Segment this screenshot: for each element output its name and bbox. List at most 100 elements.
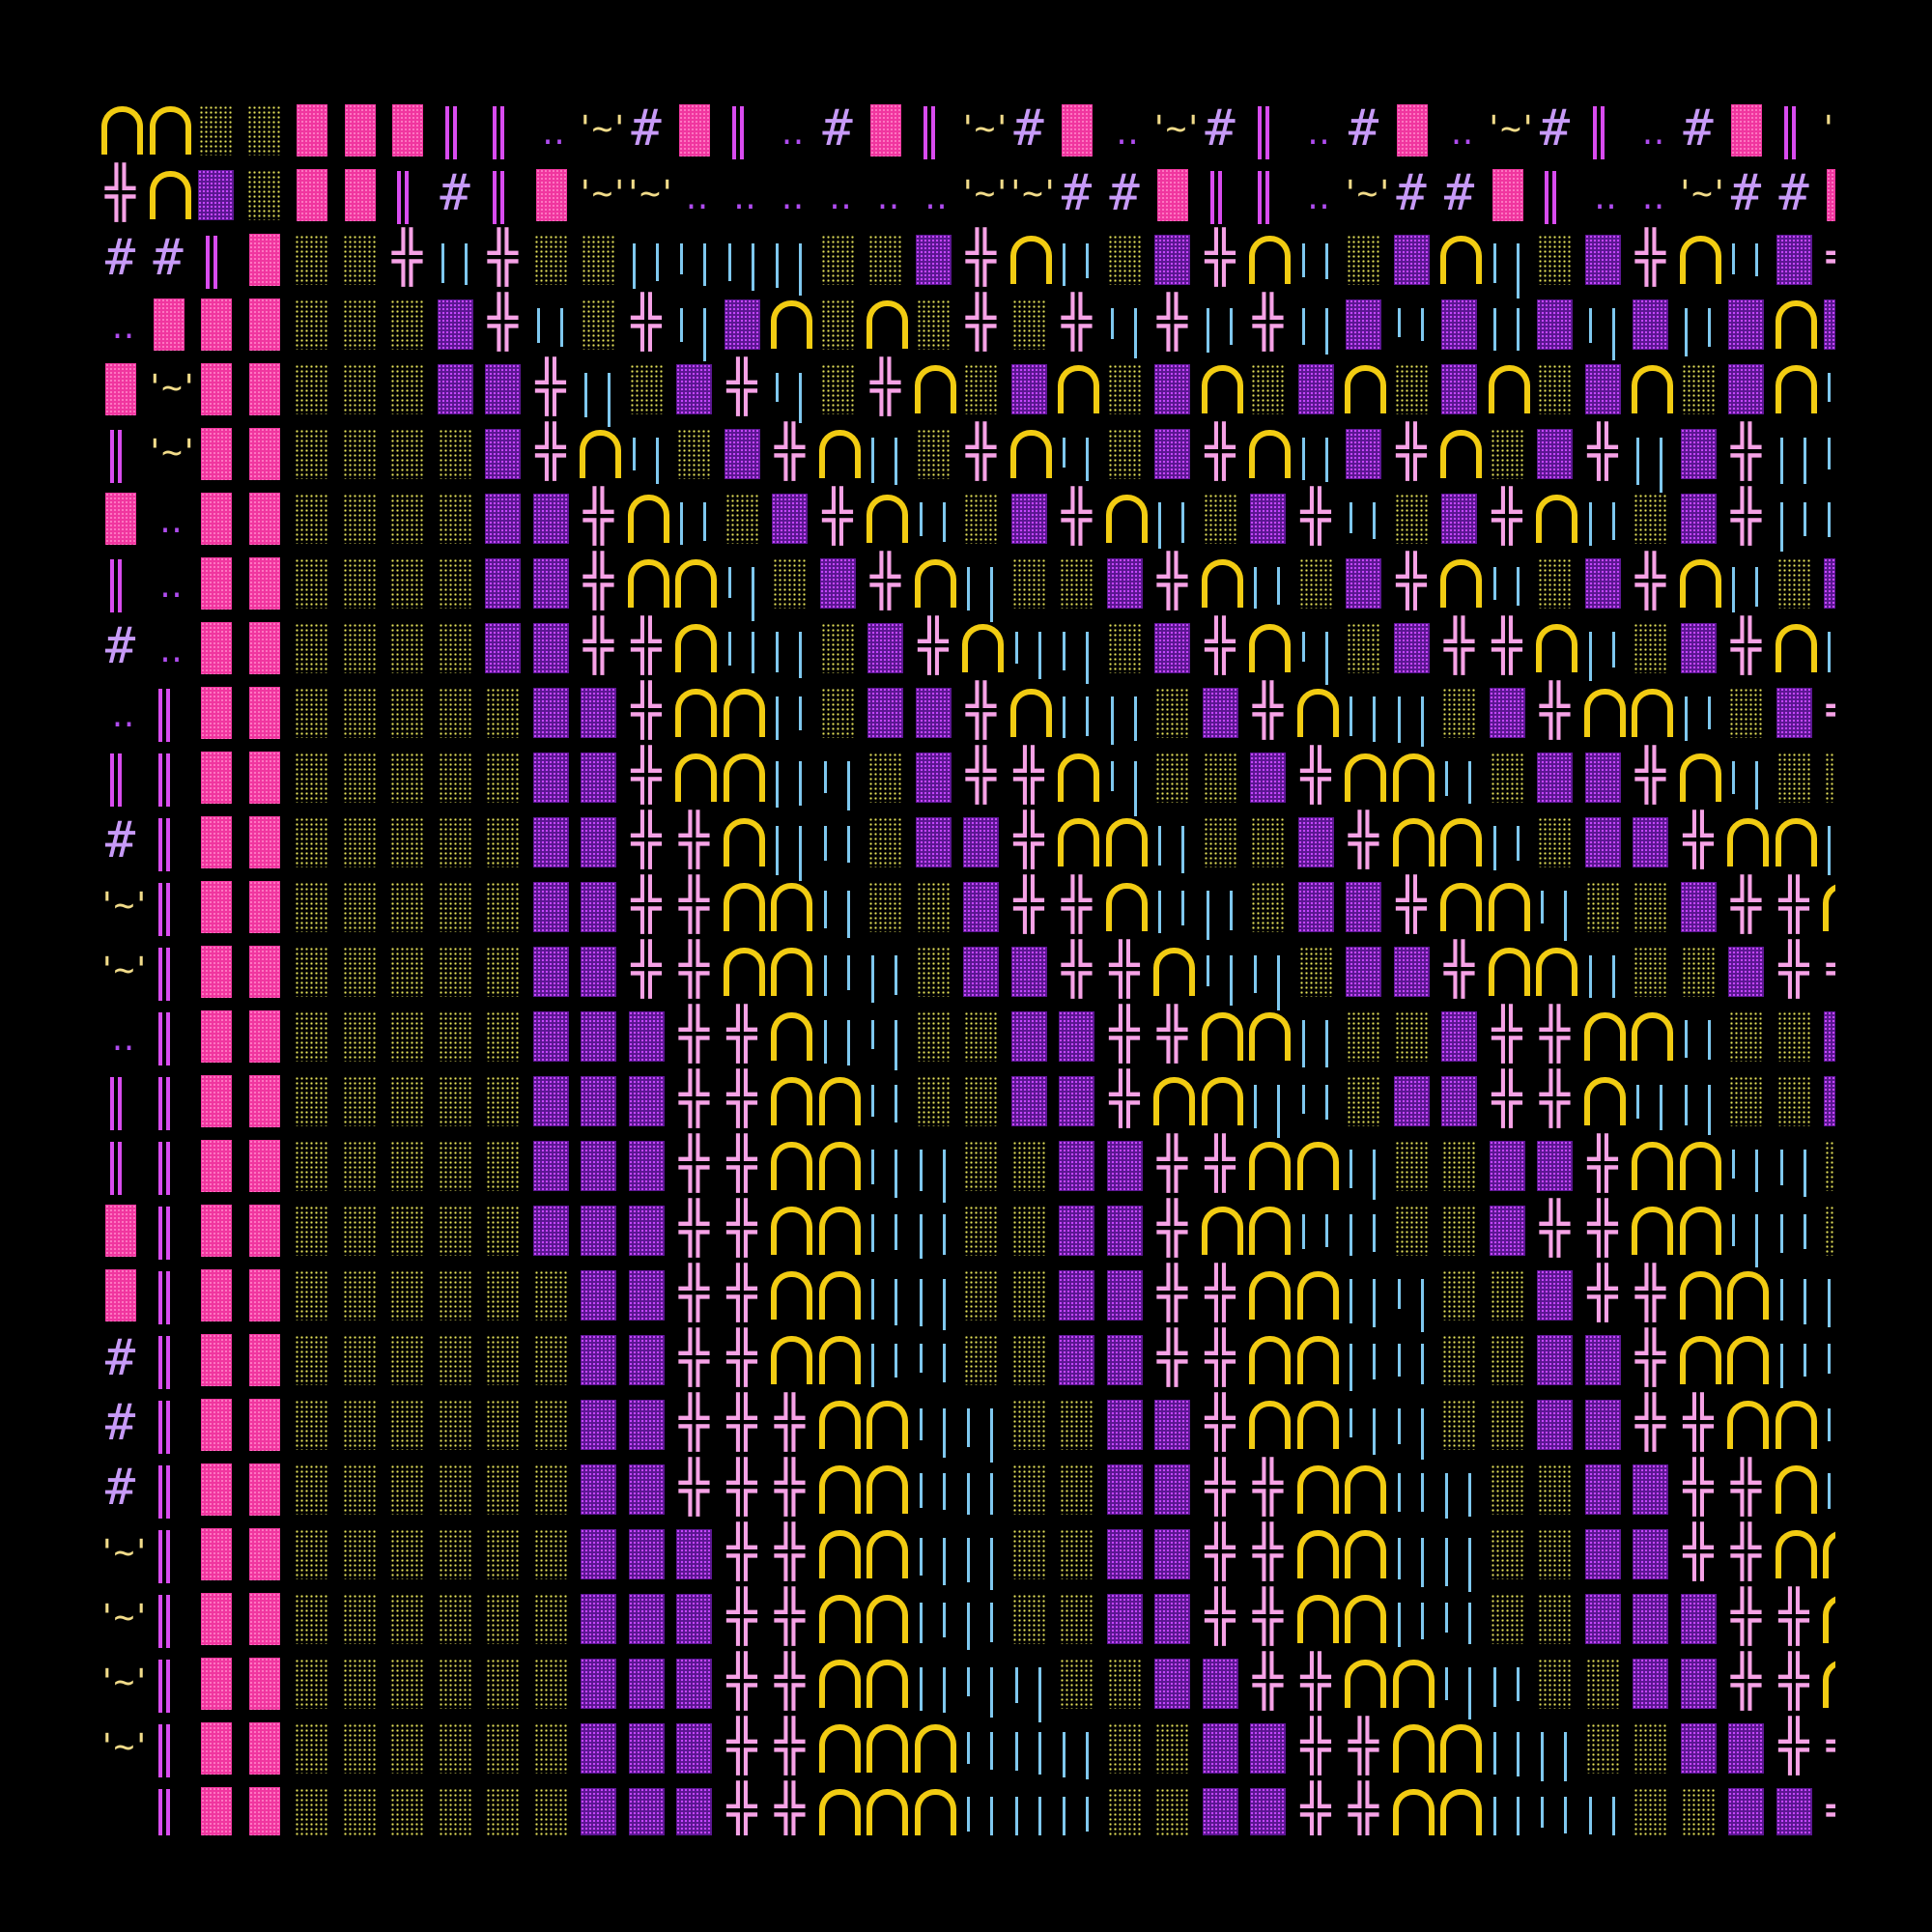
block-yellow-dots-icon xyxy=(623,355,670,420)
arch-icon xyxy=(575,420,622,485)
block-purple-icon xyxy=(1675,420,1722,485)
arch-icon xyxy=(1771,809,1818,873)
block-pink-icon xyxy=(241,1520,288,1585)
block-yellow-dots-icon xyxy=(1579,1715,1627,1779)
double-bar-icon xyxy=(1244,161,1292,226)
block-pink-icon xyxy=(241,550,288,614)
arch-icon xyxy=(1771,355,1818,420)
hash-glyph: # xyxy=(1109,164,1140,222)
block-purple-icon xyxy=(527,1132,575,1197)
block-purple-icon xyxy=(1531,1132,1578,1197)
arch-icon xyxy=(719,873,766,938)
block-yellow-dots-icon xyxy=(384,1262,431,1326)
block-purple-icon xyxy=(623,1262,670,1326)
double-cross-icon: ╬ xyxy=(1818,226,1835,291)
light-bar-icon xyxy=(910,1391,957,1458)
double-cross-icon: ╬ xyxy=(1348,811,1379,869)
arch-icon xyxy=(1579,1003,1627,1067)
double-bar-icon xyxy=(145,938,192,1003)
arch-icon xyxy=(1340,1456,1387,1520)
light-bar-icon xyxy=(1722,1197,1770,1267)
block-yellow-dots-icon xyxy=(384,1520,431,1585)
double-cross-icon: ╬ xyxy=(1252,1459,1284,1517)
double-cross-icon: ╬ xyxy=(1778,941,1809,999)
block-yellow-dots-icon xyxy=(1531,226,1578,291)
block-yellow-dots-icon xyxy=(1006,1262,1053,1326)
block-purple-icon xyxy=(1579,226,1627,291)
block-purple-icon xyxy=(527,873,575,938)
double-bar-icon xyxy=(1771,97,1818,161)
block-pink-icon xyxy=(192,1585,240,1650)
double-cross-icon: ╬ xyxy=(726,1329,757,1387)
block-purple-icon xyxy=(1149,226,1196,291)
double-cross-icon: ╬ xyxy=(774,1394,806,1452)
block-purple-icon xyxy=(527,614,575,679)
block-yellow-dots-icon xyxy=(1435,1391,1483,1456)
light-bar-icon xyxy=(1053,679,1100,744)
block-yellow-dots-icon xyxy=(384,1326,431,1391)
block-yellow-dots-icon xyxy=(1006,1326,1053,1391)
block-yellow-dots-icon xyxy=(288,291,335,355)
block-pink-icon xyxy=(241,1779,288,1835)
double-cross-icon: ╬ xyxy=(1156,553,1188,611)
double-cross-icon: ╬ xyxy=(1061,876,1093,934)
block-yellow-dots-icon xyxy=(910,873,957,938)
block-purple-icon xyxy=(957,809,1005,873)
arch-icon xyxy=(862,1456,909,1520)
double-cross-icon: ╬ xyxy=(1587,423,1618,481)
block-purple-icon xyxy=(1484,1197,1531,1262)
block-yellow-dots-icon xyxy=(1197,485,1244,550)
arch-icon xyxy=(1531,614,1578,679)
double-dot-glyph: .. xyxy=(778,183,807,216)
light-bar-icon xyxy=(1340,485,1387,550)
block-purple-icon xyxy=(766,485,813,550)
light-bar-icon xyxy=(432,226,479,291)
arch-icon xyxy=(1579,679,1627,744)
double-bar-icon xyxy=(479,97,526,161)
arch-icon xyxy=(1771,291,1818,355)
block-pink-icon xyxy=(192,1262,240,1326)
double-dot-glyph: .. xyxy=(108,312,137,346)
block-yellow-dots-icon xyxy=(1435,1197,1483,1262)
block-yellow-dots-icon xyxy=(479,1585,526,1650)
block-pink-icon xyxy=(241,938,288,1003)
double-bar-icon xyxy=(192,226,240,291)
block-yellow-dots-icon xyxy=(814,679,862,744)
double-cross-icon: ╬ xyxy=(678,1200,710,1258)
block-yellow-dots-icon xyxy=(384,1456,431,1520)
double-dot-glyph: .. xyxy=(108,1024,137,1058)
arch-icon xyxy=(862,1715,909,1779)
arch-icon xyxy=(1244,614,1292,679)
block-purple-icon xyxy=(1197,1779,1244,1835)
double-dot-glyph: .. xyxy=(825,183,855,216)
arch-icon xyxy=(1244,226,1292,291)
light-bar-icon xyxy=(1293,291,1340,355)
block-purple-icon xyxy=(623,1520,670,1585)
light-bar-icon xyxy=(910,1132,957,1203)
block-yellow-dots-icon xyxy=(288,1132,335,1197)
light-bar-icon xyxy=(1484,226,1531,298)
block-yellow-dots-icon xyxy=(1531,809,1578,873)
block-yellow-dots-icon xyxy=(1627,938,1674,1003)
double-cross-icon: ╬ xyxy=(774,423,806,481)
double-cross-icon: ╬ xyxy=(726,358,757,416)
block-pink-icon xyxy=(1053,97,1100,161)
block-purple-icon xyxy=(1435,485,1483,550)
block-yellow-dots-icon xyxy=(432,485,479,550)
light-bar-icon xyxy=(862,938,909,1003)
block-yellow-dots-icon xyxy=(432,1391,479,1456)
double-dot-glyph: .. xyxy=(1303,183,1333,216)
block-purple-icon xyxy=(527,744,575,809)
block-pink-icon xyxy=(192,873,240,938)
block-purple-icon xyxy=(1101,1456,1149,1520)
block-purple-icon xyxy=(1675,1650,1722,1715)
block-yellow-dots-icon xyxy=(1531,1456,1578,1520)
block-purple-icon xyxy=(1149,1456,1196,1520)
block-yellow-dots-icon xyxy=(432,679,479,744)
block-yellow-dots-icon xyxy=(384,679,431,744)
block-purple-icon xyxy=(623,1715,670,1779)
double-cross-icon: ╬ xyxy=(1634,229,1666,287)
block-yellow-dots-icon xyxy=(1531,1585,1578,1650)
block-purple-icon xyxy=(1244,485,1292,550)
block-yellow-dots-icon xyxy=(670,420,718,485)
